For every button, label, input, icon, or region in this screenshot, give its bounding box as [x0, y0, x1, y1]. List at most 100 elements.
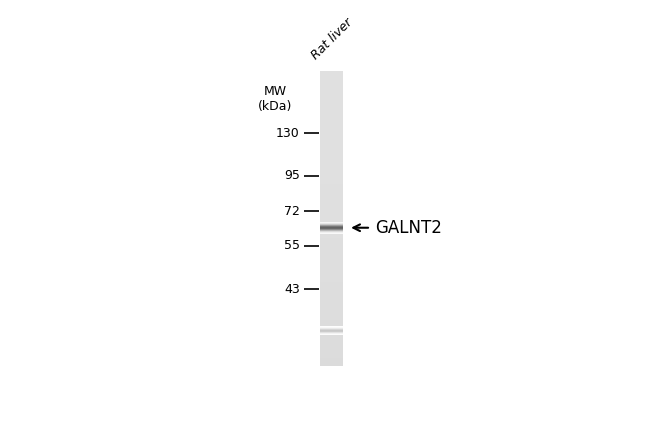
- Bar: [320, 310, 343, 311]
- Bar: [320, 246, 343, 248]
- Bar: [320, 329, 343, 330]
- Bar: [320, 228, 343, 229]
- Bar: [320, 346, 343, 348]
- Bar: [320, 176, 343, 178]
- Bar: [320, 226, 343, 227]
- Bar: [320, 280, 343, 282]
- Bar: [320, 333, 343, 334]
- Bar: [320, 195, 343, 197]
- Bar: [320, 296, 343, 298]
- Bar: [320, 231, 343, 232]
- Bar: [320, 348, 343, 350]
- Bar: [320, 120, 343, 122]
- Bar: [320, 329, 343, 330]
- Bar: [320, 202, 343, 204]
- Bar: [320, 193, 343, 195]
- Bar: [320, 126, 343, 127]
- Bar: [320, 231, 343, 232]
- Bar: [320, 231, 343, 232]
- Bar: [320, 139, 343, 141]
- Bar: [320, 138, 343, 139]
- Bar: [320, 328, 343, 329]
- Bar: [320, 217, 343, 219]
- Bar: [320, 222, 343, 223]
- Bar: [320, 360, 343, 361]
- Bar: [320, 154, 343, 156]
- Bar: [320, 130, 343, 132]
- Bar: [320, 89, 343, 91]
- Bar: [320, 223, 343, 224]
- Bar: [320, 220, 343, 222]
- Bar: [320, 305, 343, 307]
- Bar: [320, 107, 343, 108]
- Bar: [320, 73, 343, 75]
- Bar: [320, 224, 343, 225]
- Bar: [320, 248, 343, 250]
- Bar: [320, 227, 343, 228]
- Bar: [320, 357, 343, 358]
- Bar: [320, 232, 343, 233]
- Bar: [320, 205, 343, 207]
- Bar: [320, 119, 343, 120]
- Bar: [320, 331, 343, 332]
- Bar: [320, 354, 343, 356]
- Bar: [320, 289, 343, 291]
- Bar: [320, 342, 343, 344]
- Bar: [320, 284, 343, 287]
- Bar: [320, 88, 343, 89]
- Bar: [320, 287, 343, 289]
- Bar: [320, 101, 343, 103]
- Bar: [320, 304, 343, 306]
- Bar: [320, 132, 343, 133]
- Bar: [320, 270, 343, 272]
- Bar: [320, 105, 343, 107]
- Bar: [320, 274, 343, 276]
- Bar: [320, 127, 343, 129]
- Bar: [320, 91, 343, 92]
- Bar: [320, 189, 343, 191]
- Bar: [320, 283, 343, 285]
- Bar: [320, 92, 343, 94]
- Bar: [320, 188, 343, 189]
- Bar: [320, 351, 343, 353]
- Bar: [320, 160, 343, 162]
- Text: 55: 55: [284, 239, 300, 252]
- Bar: [320, 230, 343, 232]
- Bar: [320, 79, 343, 81]
- Bar: [320, 230, 343, 231]
- Bar: [320, 260, 343, 262]
- Bar: [320, 233, 343, 234]
- Bar: [320, 161, 343, 163]
- Bar: [320, 97, 343, 98]
- Bar: [320, 307, 343, 308]
- Bar: [320, 254, 343, 256]
- Bar: [320, 173, 343, 175]
- Bar: [320, 320, 343, 322]
- Bar: [320, 223, 343, 224]
- Bar: [320, 71, 343, 73]
- Bar: [320, 142, 343, 144]
- Bar: [320, 302, 343, 304]
- Bar: [320, 333, 343, 334]
- Bar: [320, 238, 343, 239]
- Bar: [320, 339, 343, 341]
- Bar: [320, 316, 343, 317]
- Bar: [320, 265, 343, 267]
- Bar: [320, 255, 343, 257]
- Bar: [320, 325, 343, 326]
- Text: 43: 43: [284, 283, 300, 296]
- Bar: [320, 77, 343, 79]
- Bar: [320, 329, 343, 330]
- Text: Rat liver: Rat liver: [309, 16, 355, 62]
- Bar: [320, 223, 343, 224]
- Bar: [320, 167, 343, 169]
- Bar: [320, 334, 343, 335]
- Bar: [320, 224, 343, 225]
- Bar: [320, 330, 343, 332]
- Bar: [320, 330, 343, 331]
- Bar: [320, 85, 343, 87]
- Bar: [320, 328, 343, 329]
- Bar: [320, 148, 343, 150]
- Bar: [320, 225, 343, 226]
- Bar: [320, 210, 343, 211]
